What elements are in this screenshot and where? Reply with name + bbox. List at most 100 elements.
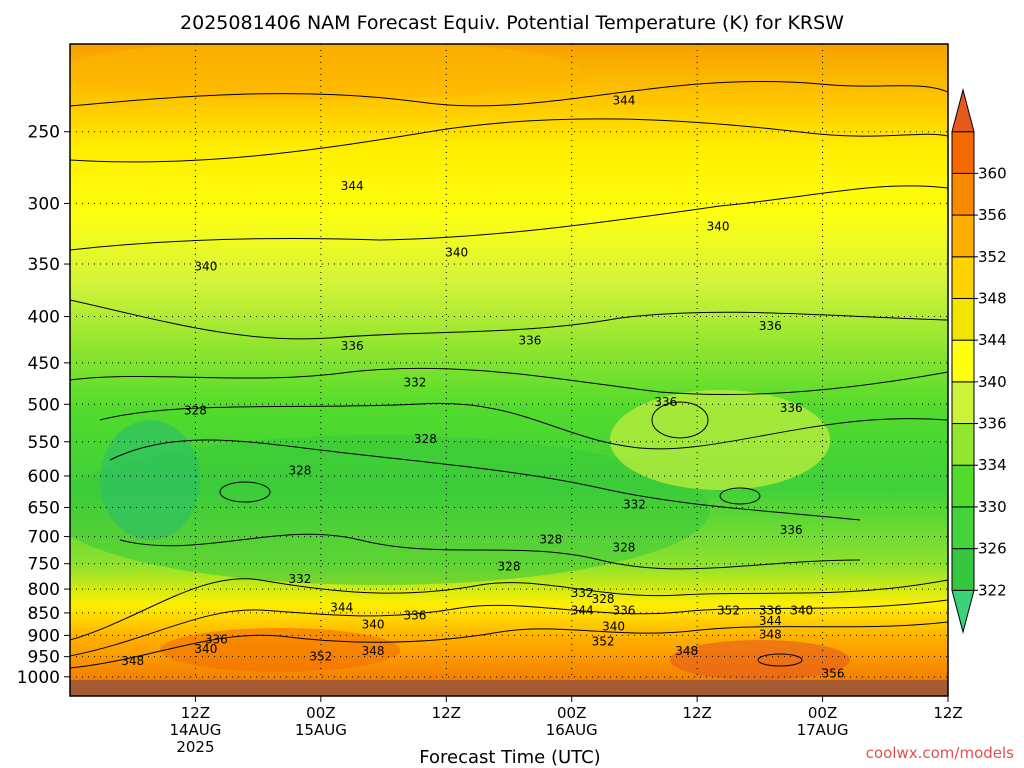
- contour-line: [70, 81, 948, 107]
- x-axis-label: Forecast Time (UTC): [419, 747, 600, 768]
- y-tick-label: 300: [28, 194, 60, 214]
- colorbar-segment: [951, 423, 975, 466]
- contour-ring: [757, 653, 803, 667]
- colorbar-tick-label: 352: [978, 248, 1007, 266]
- colorbar-segment: [951, 589, 975, 634]
- x-tick-label: 12Z: [682, 704, 711, 722]
- y-tick-label: 400: [28, 308, 60, 328]
- contour-label: 332: [571, 586, 594, 600]
- contour-label: 328: [184, 404, 207, 418]
- y-tick-label: 1000: [17, 668, 60, 688]
- contour-label: 344: [759, 614, 782, 628]
- contour-line: [70, 621, 948, 669]
- contour-line: [99, 402, 948, 450]
- y-tick-label: 800: [28, 580, 60, 600]
- contour-line: [119, 533, 861, 570]
- contour-label: 336: [759, 604, 782, 618]
- grid-lines: [70, 44, 948, 696]
- colorbar-tick-label: 334: [978, 456, 1007, 474]
- x-tick-label: 12Z: [933, 704, 962, 722]
- contour-label: 332: [403, 375, 426, 389]
- colorbar-segment: [951, 256, 975, 299]
- contour-ring: [651, 401, 709, 439]
- y-tick-label: 250: [28, 123, 60, 143]
- contour-line: [70, 578, 948, 641]
- y-tick-label: 950: [28, 648, 60, 668]
- x-tick-label: 17AUG: [797, 721, 849, 739]
- y-tick-label: 650: [28, 498, 60, 518]
- colorbar-segment: [951, 88, 975, 133]
- contour-label: 344: [613, 94, 636, 108]
- contour-ring: [719, 487, 761, 505]
- colorbar-segment: [951, 297, 975, 341]
- contour-label: 340: [602, 620, 625, 634]
- hot-patch-right: [670, 640, 850, 680]
- contour-line: [70, 118, 948, 163]
- contour-line: [70, 599, 948, 657]
- plot-frame: [69, 43, 949, 697]
- colorbar-segment: [951, 214, 975, 258]
- colorbar-tick-label: 330: [978, 498, 1007, 516]
- contour-label: 340: [194, 642, 217, 656]
- y-tick-label: 500: [28, 395, 60, 415]
- contour-label: 336: [780, 523, 803, 537]
- contour-ring: [219, 481, 271, 503]
- contour-label: 328: [539, 532, 562, 546]
- ground-strip: [70, 680, 948, 696]
- contour-line: [70, 367, 948, 396]
- colorbar-tick-label: 336: [978, 415, 1007, 433]
- y-tick-label: 900: [28, 626, 60, 646]
- contour-label: 340: [790, 604, 813, 618]
- contour-label: 328: [498, 559, 521, 573]
- credit-text: coolwx.com/models: [866, 744, 1014, 762]
- contour-label: 344: [341, 179, 364, 193]
- green-core-patch: [70, 435, 710, 585]
- yellow-right-patch: [610, 390, 830, 490]
- contour-label: 336: [759, 319, 782, 333]
- colorbar-segment: [951, 548, 975, 591]
- y-tick-label: 850: [28, 604, 60, 624]
- contour-label: 328: [613, 541, 636, 555]
- contour-line: [70, 299, 948, 340]
- contour-label: 340: [707, 219, 730, 233]
- contour-label: 340: [445, 246, 468, 260]
- y-tick-label: 600: [28, 467, 60, 487]
- colorbar-tick-label: 348: [978, 289, 1007, 307]
- contour-label: 340: [362, 617, 385, 631]
- colorbar-segment: [951, 381, 975, 425]
- contour-label: 328: [288, 464, 311, 478]
- contour-label: 352: [309, 650, 332, 664]
- contour-label: 356: [822, 667, 845, 681]
- x-tick-label: 16AUG: [546, 721, 598, 739]
- contour-label: 344: [571, 604, 594, 618]
- x-tick-label: 12Z: [432, 704, 461, 722]
- y-tick-label: 450: [28, 354, 60, 374]
- chart-title: 2025081406 NAM Forecast Equiv. Potential…: [180, 12, 844, 34]
- contour-label: 336: [341, 339, 364, 353]
- colorbar-tick-label: 340: [978, 373, 1007, 391]
- y-tick-label: 700: [28, 528, 60, 548]
- colorbar-tick-label: 360: [978, 164, 1007, 182]
- contour-label: 336: [518, 333, 541, 347]
- contour-label: 348: [759, 628, 782, 642]
- contour-label: 340: [194, 259, 217, 273]
- colorbar-segment: [951, 131, 975, 174]
- x-tick-label: 14AUG: [169, 721, 221, 739]
- contour-label: 352: [717, 604, 740, 618]
- contour-label: 352: [592, 634, 615, 648]
- y-tick-label: 750: [28, 555, 60, 575]
- contour-label: 336: [205, 633, 228, 647]
- x-tick-label: 2025: [176, 738, 214, 756]
- contour-line: [70, 185, 948, 251]
- contour-line: [109, 439, 861, 521]
- colorbar: 322 326 330 334 336 340 344 348 352 356 360: [951, 88, 1007, 634]
- field-patches: [70, 44, 948, 680]
- contour-label: 332: [623, 497, 646, 511]
- colorbar-segment: [951, 506, 975, 550]
- contour-label: 332: [288, 572, 311, 586]
- contour-label: 336: [780, 401, 803, 415]
- colorbar-segment: [951, 464, 975, 508]
